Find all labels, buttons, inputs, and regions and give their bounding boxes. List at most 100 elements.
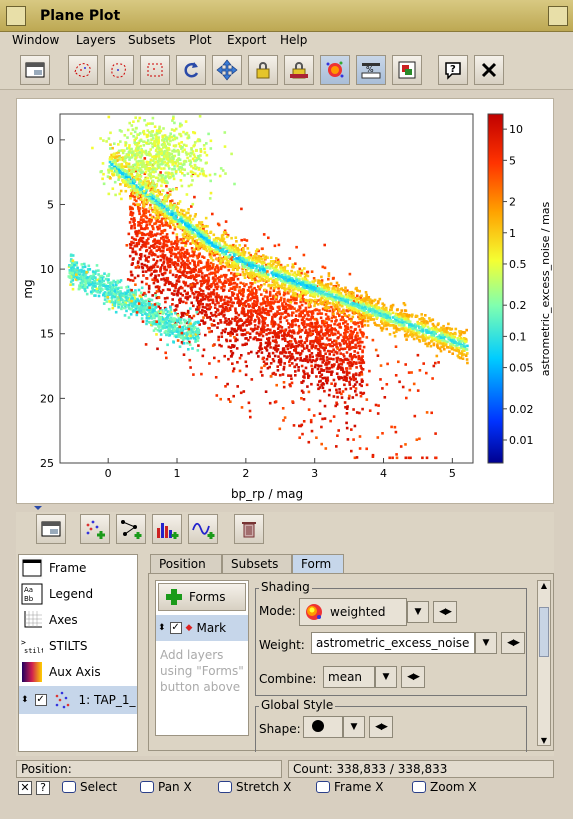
density-point [220,265,223,269]
density-point [201,255,204,258]
menu-help[interactable]: Help [280,33,308,47]
density-point [328,370,331,374]
density-point [330,305,333,309]
density-point [284,351,288,354]
density-point [311,332,315,336]
window-icon[interactable] [20,55,50,85]
maximize-icon[interactable] [548,6,568,26]
density-point [359,296,362,299]
density-point [255,332,259,335]
density-point [277,276,281,279]
density-point [196,224,199,227]
density-point [149,213,152,217]
density-point [267,279,270,283]
density-point [293,301,297,305]
density-point [288,329,292,332]
box-subset-icon[interactable] [140,55,170,85]
density-point [317,364,321,368]
density-point [187,259,190,263]
density-point [313,308,317,312]
density-point [183,274,186,277]
density-point [196,312,200,316]
lasso-subset-icon[interactable] [68,55,98,85]
menu-subsets[interactable]: Subsets [128,33,176,47]
density-point [215,264,219,267]
density-point [277,284,281,288]
density-point [398,324,401,327]
density-point [339,359,342,362]
density-point [243,328,247,332]
density-point [288,273,291,276]
menu-window[interactable]: Window [12,33,60,47]
menu-layers[interactable]: Layers [76,33,116,47]
density-point [277,312,280,315]
density-point [327,286,331,290]
density-point [297,351,300,355]
density-point [246,320,249,323]
density-point [206,287,209,290]
density-point [128,243,132,246]
density-point [221,282,225,286]
density-point [174,275,178,279]
density-point [225,301,229,305]
density-point [198,310,202,314]
aux-lock-icon[interactable] [284,55,314,85]
blob-subset-icon[interactable] [104,55,134,85]
help-icon[interactable]: ? [438,55,468,85]
density-point [311,316,314,320]
density-point [235,347,239,350]
density-point [358,383,362,386]
density-point [219,280,222,284]
density-point [350,319,353,323]
density-point [174,320,177,324]
density-point [309,285,313,288]
replot-icon[interactable] [176,55,206,85]
density-point [303,286,306,290]
density-point [129,270,133,274]
density-point [191,217,195,221]
density-point [295,341,298,344]
density-point [153,263,157,266]
density-point [286,347,290,351]
density-point [229,350,233,353]
density-point [318,288,322,291]
density-point [164,235,167,238]
density-point [380,320,383,323]
density-point [336,312,339,315]
density-point [285,319,289,322]
density-point [252,292,255,295]
sketch-icon[interactable] [320,55,350,85]
close-icon[interactable] [474,55,504,85]
density-point [183,267,186,270]
axis-lock-icon[interactable] [248,55,278,85]
density-point [441,334,444,337]
density-point [451,352,454,355]
density-point [310,360,313,364]
density-point [242,390,246,393]
density-point [190,289,193,292]
window-menu-icon[interactable] [6,6,26,26]
density-point [446,346,449,349]
density-point [377,307,381,310]
density-point [328,309,332,313]
density-point [403,303,407,307]
density-point [217,301,220,305]
density-point [400,309,403,312]
menu-export[interactable]: Export [227,33,267,47]
density-point [288,343,291,347]
density-point [244,304,248,308]
export-icon[interactable] [392,55,422,85]
density-point [277,336,280,339]
density-point [254,311,258,314]
menu-plot[interactable]: Plot [189,33,212,47]
density-point [154,222,158,225]
density-point [428,335,431,338]
density-point [197,255,201,258]
density-point [234,247,238,251]
progress-icon[interactable]: % [356,55,386,85]
density-point [323,332,326,335]
navigation-icon[interactable] [212,55,242,85]
density-point [291,355,294,359]
